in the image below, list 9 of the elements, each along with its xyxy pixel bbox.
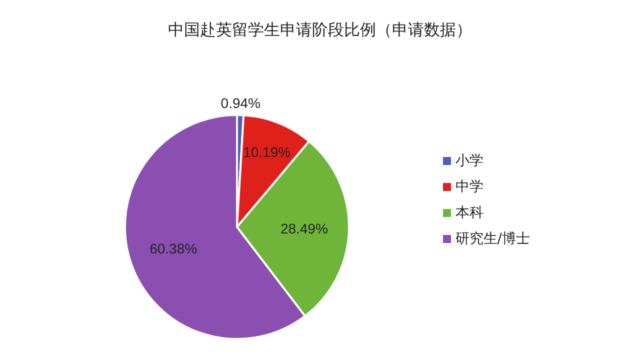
data-label: 28.49% [280,220,328,237]
data-label: 0.94% [220,95,261,112]
legend-label: 小学 [455,153,484,169]
legend-label: 本科 [455,205,484,221]
data-label: 10.19% [243,144,291,160]
chart-title: 中国赴英留学生申请阶段比例（申请数据） [167,20,473,41]
legend-label: 研究生/博士 [455,231,530,247]
data-label: 60.38% [150,240,198,257]
legend-label: 中学 [455,179,484,195]
